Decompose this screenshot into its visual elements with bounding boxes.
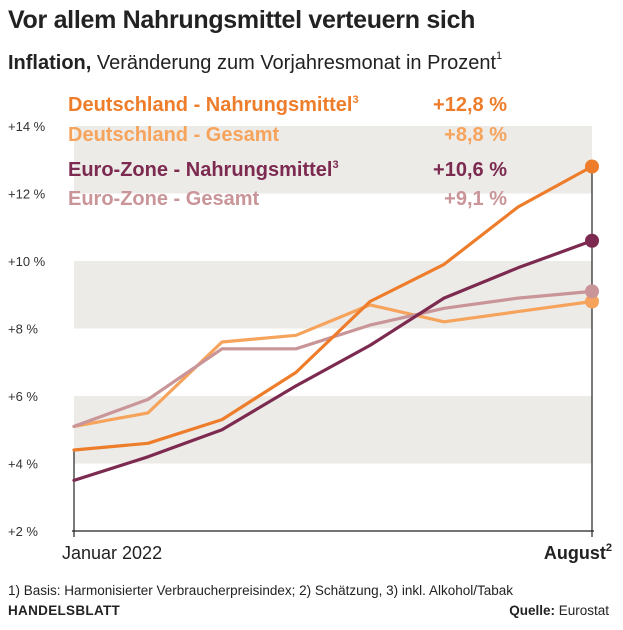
x-tick-label-start: Januar 2022 bbox=[62, 543, 162, 563]
source-key: Quelle: bbox=[509, 603, 555, 618]
y-tick-label: +12 % bbox=[8, 187, 46, 202]
series-line bbox=[72, 164, 594, 452]
series-line bbox=[72, 239, 594, 482]
y-tick-label: +10 % bbox=[8, 254, 46, 269]
legend-entry-name: Euro-Zone - Gesamt bbox=[68, 188, 259, 210]
series-line bbox=[72, 299, 594, 428]
series-end-point bbox=[585, 233, 599, 248]
series-end-point bbox=[585, 159, 599, 174]
footnote: 1) Basis: Harmonisierter Verbraucherprei… bbox=[8, 583, 513, 598]
x-tick-label-end-text: August bbox=[544, 543, 606, 563]
subtitle-text: Veränderung zum Vorjahresmonat in Prozen… bbox=[91, 52, 497, 74]
legend-entry-sup: 3 bbox=[332, 159, 338, 171]
source-value: Eurostat bbox=[554, 603, 609, 618]
legend-value: +8,8 % bbox=[444, 124, 507, 146]
x-tick-label-end: August2 bbox=[544, 542, 612, 563]
legend-entry-name: Deutschland - Gesamt bbox=[68, 124, 280, 146]
legend-entry: Deutschland - Nahrungsmittel3 bbox=[68, 94, 359, 116]
subtitle-bold: Inflation, bbox=[8, 52, 92, 74]
legend-value: +10,6 % bbox=[433, 159, 507, 181]
chart-title: Vor allem Nahrungsmittel verteuern sich bbox=[8, 6, 476, 34]
legend-value: +9,1 % bbox=[444, 188, 507, 210]
y-tick-label: +14 % bbox=[8, 119, 46, 134]
legend-entry: Euro-Zone - Gesamt bbox=[68, 188, 259, 210]
legend-entry: Deutschland - Gesamt bbox=[68, 124, 280, 146]
legend-entry-sup: 3 bbox=[352, 94, 358, 106]
y-tick-label: +4 % bbox=[8, 457, 38, 472]
x-tick-label-end-sup: 2 bbox=[606, 542, 612, 554]
subtitle-footnote-mark: 1 bbox=[496, 50, 503, 62]
y-tick-label: +2 % bbox=[8, 524, 38, 539]
series-end-point bbox=[585, 294, 599, 309]
grid-band bbox=[74, 126, 592, 194]
chart-subtitle: Inflation, Veränderung zum Vorjahresmona… bbox=[8, 50, 503, 75]
legend-entry: Euro-Zone - Nahrungsmittel3 bbox=[68, 159, 339, 181]
y-tick-label: +6 % bbox=[8, 389, 38, 404]
grid-band bbox=[74, 396, 592, 464]
source-label: Quelle: Eurostat bbox=[509, 603, 609, 618]
legend-entry-name: Deutschland - Nahrungsmittel bbox=[68, 94, 352, 116]
y-tick-label: +8 % bbox=[8, 322, 38, 337]
legend-entry-name: Euro-Zone - Nahrungsmittel bbox=[68, 159, 332, 181]
legend-value: +12,8 % bbox=[433, 94, 507, 116]
series-end-point bbox=[585, 284, 599, 299]
brand-label: HANDELSBLATT bbox=[8, 603, 121, 618]
